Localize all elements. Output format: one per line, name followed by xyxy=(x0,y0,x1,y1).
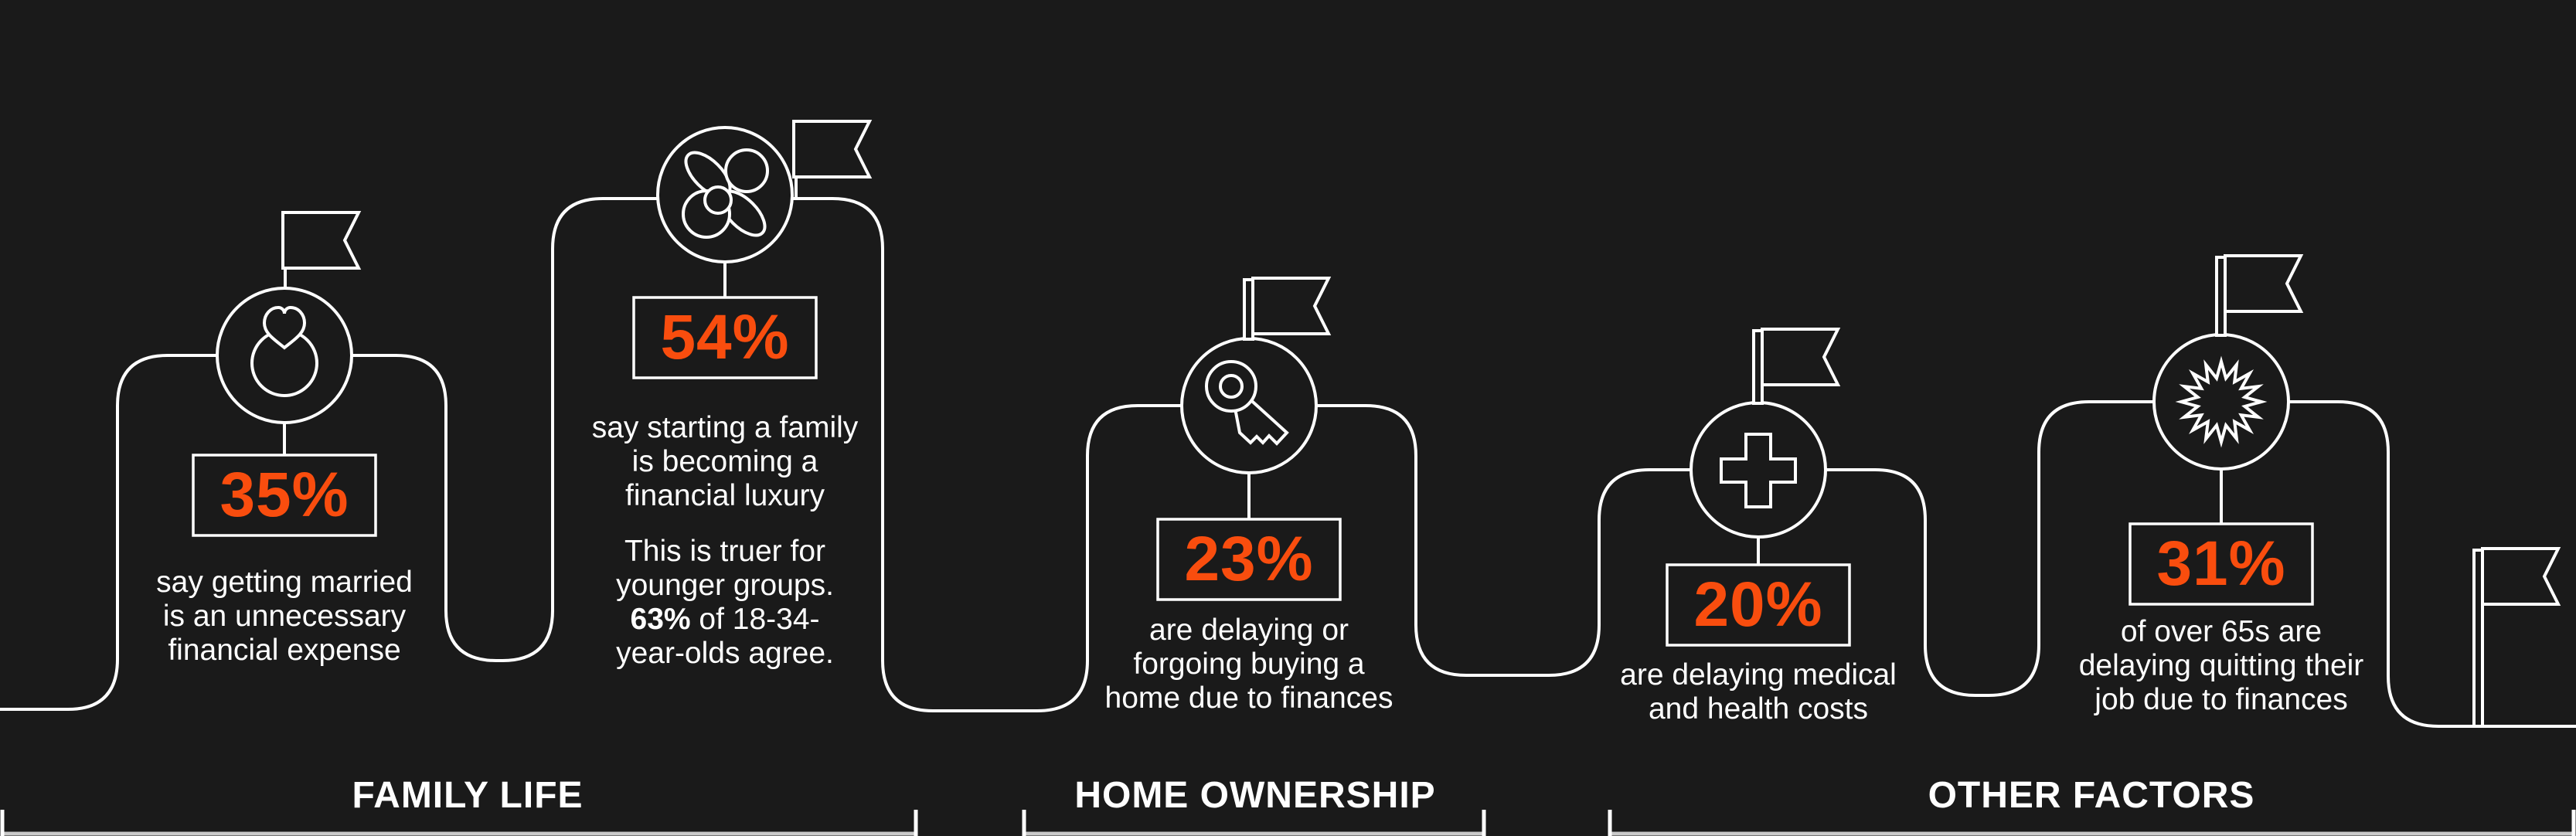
percent-value: 54% xyxy=(660,302,790,372)
milestone-flag-icon xyxy=(281,211,362,288)
milestone-flag-icon xyxy=(792,120,873,199)
percent-value: 23% xyxy=(1184,524,1314,594)
milestone-caption: of over 65s are delaying quitting their … xyxy=(2078,615,2364,716)
milestone-flag-icon xyxy=(1752,328,1841,405)
milestone-circle xyxy=(1690,401,1827,539)
milestone-note: This is truer for younger groups. 63% of… xyxy=(509,535,941,671)
percent-box xyxy=(632,296,818,379)
percent-value: 31% xyxy=(2156,528,2286,599)
note-text: of 18-34- year-olds agree. xyxy=(616,603,834,670)
milestone-caption: are delaying or forgoing buying a home d… xyxy=(1104,613,1393,715)
finish-flag-icon xyxy=(2472,547,2561,728)
section-label-family-life: FAMILY LIFE xyxy=(352,775,584,816)
milestone-caption: say getting married is an unnecessary fi… xyxy=(156,566,413,667)
milestone-flag-icon xyxy=(1243,277,1332,341)
key-icon xyxy=(1205,360,1289,446)
percent-box xyxy=(1666,563,1851,647)
starburst-icon xyxy=(2175,355,2268,448)
percent-boxes xyxy=(192,296,2314,647)
percent-value: 35% xyxy=(219,460,349,530)
milestone-circle xyxy=(216,287,353,424)
milestone-caption: say starting a family is becoming a fina… xyxy=(591,411,859,512)
pacifier-icon xyxy=(682,148,769,239)
note-text: This is truer for younger groups. xyxy=(616,535,834,602)
section-label-home-ownership: HOME OWNERSHIP xyxy=(1074,775,1436,816)
percent-box xyxy=(192,454,377,537)
note-highlight: 63% xyxy=(630,603,691,636)
connector-stubs xyxy=(283,262,2223,565)
milestone-flag-icon xyxy=(2215,254,2304,337)
medical-cross-icon xyxy=(1720,433,1797,508)
percent-box xyxy=(1156,518,1342,601)
percent-box xyxy=(2129,522,2314,606)
engagement-ring-icon xyxy=(250,305,318,397)
section-label-other-factors: OTHER FACTORS xyxy=(1928,775,2255,816)
percent-value: 20% xyxy=(1693,569,1823,640)
milestone-circle xyxy=(2152,333,2290,471)
milestone-caption: are delaying medical and health costs xyxy=(1620,658,1897,726)
timeline-ruler xyxy=(0,810,2576,836)
